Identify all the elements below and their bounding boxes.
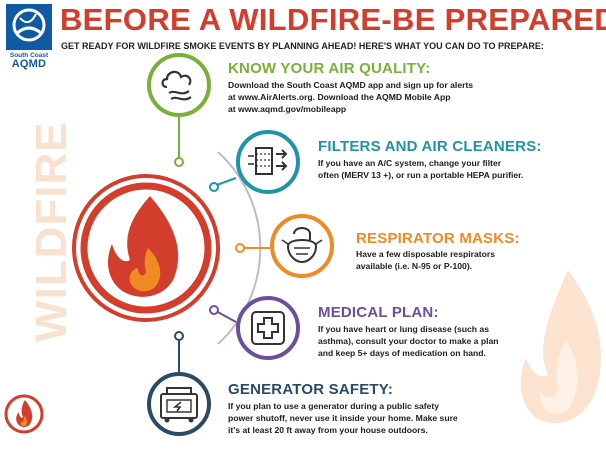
text-line: Download the South Coast AQMD app and si… [228, 80, 474, 90]
text-line: power shutoff, never use it inside your … [228, 413, 458, 423]
section-title-filters: FILTERS AND AIR CLEANERS: [318, 138, 542, 155]
background-flame-icon [520, 270, 601, 424]
section-title-air-quality: KNOW YOUR AIR QUALITY: [228, 60, 431, 77]
text-line: at www.aqmd.gov/mobileapp [228, 104, 347, 114]
aqmd-logo: South Coast AQMD [6, 4, 52, 70]
filters-icon-badge [236, 130, 300, 194]
logo-line1: South Coast [9, 52, 49, 59]
logo-line2: AQMD [11, 58, 47, 70]
generator-icon [160, 387, 198, 423]
text-line: and keep 5+ days of medication on hand. [318, 348, 486, 358]
air-filter-icon [248, 147, 288, 175]
respirator-mask-icon [281, 227, 323, 264]
respirator-icon-badge [270, 214, 334, 278]
section-text-generator: If you plan to use a generator during a … [228, 400, 458, 436]
text-line: often (MERV 13 +), or run a portable HEP… [318, 170, 524, 180]
page-subtitle: GET READY FOR WILDFIRE SMOKE EVENTS BY P… [61, 41, 544, 51]
medical-icon-badge [236, 296, 300, 360]
section-title-generator: GENERATOR SAFETY: [228, 381, 394, 398]
text-line: If you plan to use a generator during a … [228, 401, 440, 411]
wildfire-flame-icon [72, 174, 220, 322]
text-line: asthma), consult your doctor to make a p… [318, 336, 499, 346]
page-title: BEFORE A WILDFIRE-BE PREPARED [60, 2, 606, 37]
text-line: available (i.e. N-95 or P-100). [356, 261, 473, 271]
flame-badge-icon [4, 394, 44, 434]
logo-mark [6, 4, 52, 50]
section-text-air-quality: Download the South Coast AQMD app and si… [228, 79, 473, 115]
air-quality-icon-badge [147, 53, 211, 117]
medical-cross-icon [251, 311, 285, 345]
text-line: Have a few disposable respirators [356, 249, 495, 259]
section-text-filters: If you have an A/C system, change your f… [318, 157, 523, 181]
section-title-respirator: RESPIRATOR MASKS: [356, 230, 520, 247]
cloud-wind-icon [161, 70, 192, 101]
text-line: If you have heart or lung disease (such … [318, 324, 489, 334]
text-line: at www.AirAlerts.org. Download the AQMD … [228, 92, 451, 102]
generator-icon-badge [147, 372, 211, 436]
text-line: it's at least 20 ft away from your house… [228, 425, 428, 435]
text-line: If you have an A/C system, change your f… [318, 158, 502, 168]
wildfire-watermark: WILDFIRE [27, 121, 76, 342]
section-title-medical: MEDICAL PLAN: [318, 304, 439, 321]
section-text-medical: If you have heart or lung disease (such … [318, 323, 499, 359]
section-text-respirator: Have a few disposable respirators availa… [356, 248, 495, 272]
